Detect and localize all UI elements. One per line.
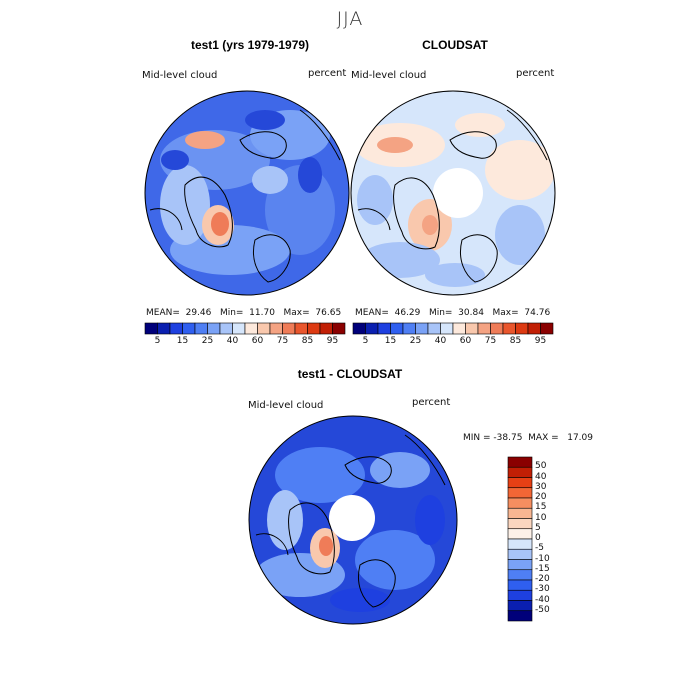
colorbar-panel2-swatch bbox=[502, 322, 516, 335]
panel3-right-label: percent bbox=[412, 397, 451, 408]
colorbar-difference-swatch bbox=[507, 589, 533, 601]
colorbar-panel2-swatch bbox=[515, 322, 529, 335]
colorbar-difference-tick-label: 10 bbox=[535, 512, 547, 523]
panel2-right-label: percent bbox=[516, 68, 555, 79]
colorbar-panel1-swatch bbox=[169, 322, 183, 335]
colorbar-panel1-tick-label: 75 bbox=[276, 336, 289, 346]
colorbar-panel2-swatch bbox=[440, 322, 454, 335]
colorbar-panel1-swatch bbox=[232, 322, 246, 335]
colorbar-difference-swatch bbox=[507, 559, 533, 571]
panel1-left-label: Mid-level cloud bbox=[142, 70, 218, 81]
colorbar-difference-swatch bbox=[507, 497, 533, 509]
colorbar-difference-swatch bbox=[507, 538, 533, 550]
colorbar-panel1-swatch bbox=[157, 322, 171, 335]
colorbar-panel2-swatch bbox=[527, 322, 541, 335]
colorbar-difference-swatch bbox=[507, 507, 533, 519]
colorbar-panel1-tick-label: 5 bbox=[154, 336, 161, 346]
colorbar-difference-swatch bbox=[507, 600, 533, 612]
panel2-title: CLOUDSAT bbox=[422, 38, 488, 52]
colorbar-difference-tick-label: 20 bbox=[535, 492, 547, 502]
panel1-stats: MEAN= 29.46 Min= 11.70 Max= 76.65 bbox=[146, 308, 342, 318]
colorbar-difference-swatch bbox=[507, 518, 533, 530]
panel3-title: test1 - CLOUDSAT bbox=[297, 367, 403, 381]
colorbar-difference-tick-label: 30 bbox=[535, 481, 547, 492]
colorbar-panel1-tick-label: 15 bbox=[176, 336, 189, 346]
colorbar-difference-swatch bbox=[507, 569, 533, 581]
colorbar-difference-swatch bbox=[507, 528, 533, 540]
colorbar-panel2-tick-label: 85 bbox=[509, 336, 522, 346]
colorbar-panel1-tick-label: 25 bbox=[201, 336, 214, 346]
colorbar-panel2-tick-label: 25 bbox=[409, 336, 422, 346]
panel2-stats: MEAN= 46.29 Min= 30.84 Max= 74.76 bbox=[355, 308, 551, 318]
colorbar-panel1-tick-label: 85 bbox=[301, 336, 314, 346]
colorbar-difference-tick-label: -50 bbox=[535, 604, 550, 615]
colorbar-panel2-swatch bbox=[377, 322, 391, 335]
colorbar-panel2-tick-label: 40 bbox=[434, 336, 447, 346]
panel1-title: test1 (yrs 1979-1979) bbox=[190, 38, 310, 52]
colorbar-panel1-tick-label: 40 bbox=[226, 336, 239, 346]
colorbar-panel2-tick-label: 60 bbox=[459, 336, 472, 346]
colorbar-difference-tick-label: 5 bbox=[535, 522, 541, 533]
colorbar-difference-tick-label: 15 bbox=[535, 502, 547, 513]
map-panel3 bbox=[248, 415, 458, 625]
colorbar-difference-swatch bbox=[507, 579, 533, 591]
colorbar-difference-tick-label: -15 bbox=[535, 563, 550, 574]
colorbar-panel2-swatch bbox=[365, 322, 379, 335]
panel3-left-label: Mid-level cloud bbox=[248, 400, 324, 411]
map-panel1 bbox=[144, 90, 350, 296]
colorbar-difference-tick-label: 0 bbox=[535, 533, 541, 543]
colorbar-panel1-swatch bbox=[244, 322, 258, 335]
colorbar-panel2-swatch bbox=[477, 322, 491, 335]
colorbar-panel2-swatch bbox=[490, 322, 504, 335]
colorbar-panel2-tick-label: 5 bbox=[362, 336, 369, 346]
colorbar-panel1-swatch bbox=[182, 322, 196, 335]
colorbar-panel2-swatch bbox=[540, 322, 554, 335]
colorbar-panel2-swatch bbox=[402, 322, 416, 335]
colorbar-panel1-swatch bbox=[294, 322, 308, 335]
colorbar-panel1-tick-label: 95 bbox=[326, 336, 339, 346]
colorbar-difference-swatch bbox=[507, 456, 533, 468]
colorbar-panel2-swatch bbox=[452, 322, 466, 335]
colorbar-difference-tick-label: -40 bbox=[535, 594, 550, 605]
colorbar-panel1-swatch bbox=[307, 322, 321, 335]
colorbar-difference-swatch bbox=[507, 466, 533, 478]
colorbar-panel2-swatch bbox=[415, 322, 429, 335]
colorbar-difference-swatch bbox=[507, 487, 533, 499]
colorbar-panel1-swatch bbox=[207, 322, 221, 335]
colorbar-panel2-tick-label: 75 bbox=[484, 336, 497, 346]
colorbar-difference-tick-label: -30 bbox=[535, 584, 550, 595]
colorbar-panel1-swatch bbox=[257, 322, 271, 335]
colorbar-difference-tick-label: -5 bbox=[535, 543, 544, 554]
colorbar-panel2-tick-label: 95 bbox=[534, 336, 547, 346]
colorbar-difference-swatch bbox=[507, 548, 533, 560]
map-panel2 bbox=[350, 90, 556, 296]
figure-title: JJA bbox=[336, 8, 364, 30]
colorbar-panel1-swatch bbox=[194, 322, 208, 335]
colorbar-panel1-swatch bbox=[269, 322, 283, 335]
colorbar-difference-swatch bbox=[507, 477, 533, 489]
colorbar-panel1-swatch bbox=[282, 322, 296, 335]
colorbar-panel1 bbox=[144, 322, 346, 335]
colorbar-panel1-swatch bbox=[219, 322, 233, 335]
colorbar-panel1-tick-label: 60 bbox=[251, 336, 264, 346]
colorbar-difference-tick-label: 40 bbox=[535, 471, 547, 482]
colorbar-difference bbox=[507, 456, 533, 622]
panel2-left-label: Mid-level cloud bbox=[351, 70, 427, 81]
colorbar-difference-tick-label: -20 bbox=[535, 574, 550, 584]
panel1-right-label: percent bbox=[308, 68, 347, 79]
colorbar-panel1-swatch bbox=[319, 322, 333, 335]
colorbar-panel2-tick-label: 15 bbox=[384, 336, 397, 346]
colorbar-difference-swatch bbox=[507, 610, 533, 622]
colorbar-panel2-swatch bbox=[390, 322, 404, 335]
colorbar-difference-tick-label: 50 bbox=[535, 461, 547, 472]
colorbar-difference-tick-label: -10 bbox=[535, 553, 550, 564]
colorbar-panel1-swatch bbox=[332, 322, 346, 335]
panel3-stats: MIN = -38.75 MAX = 17.09 bbox=[463, 433, 593, 443]
colorbar-panel2-swatch bbox=[427, 322, 441, 335]
colorbar-panel1-swatch bbox=[144, 322, 158, 335]
colorbar-panel2 bbox=[352, 322, 554, 335]
colorbar-panel2-swatch bbox=[465, 322, 479, 335]
colorbar-panel2-swatch bbox=[352, 322, 366, 335]
